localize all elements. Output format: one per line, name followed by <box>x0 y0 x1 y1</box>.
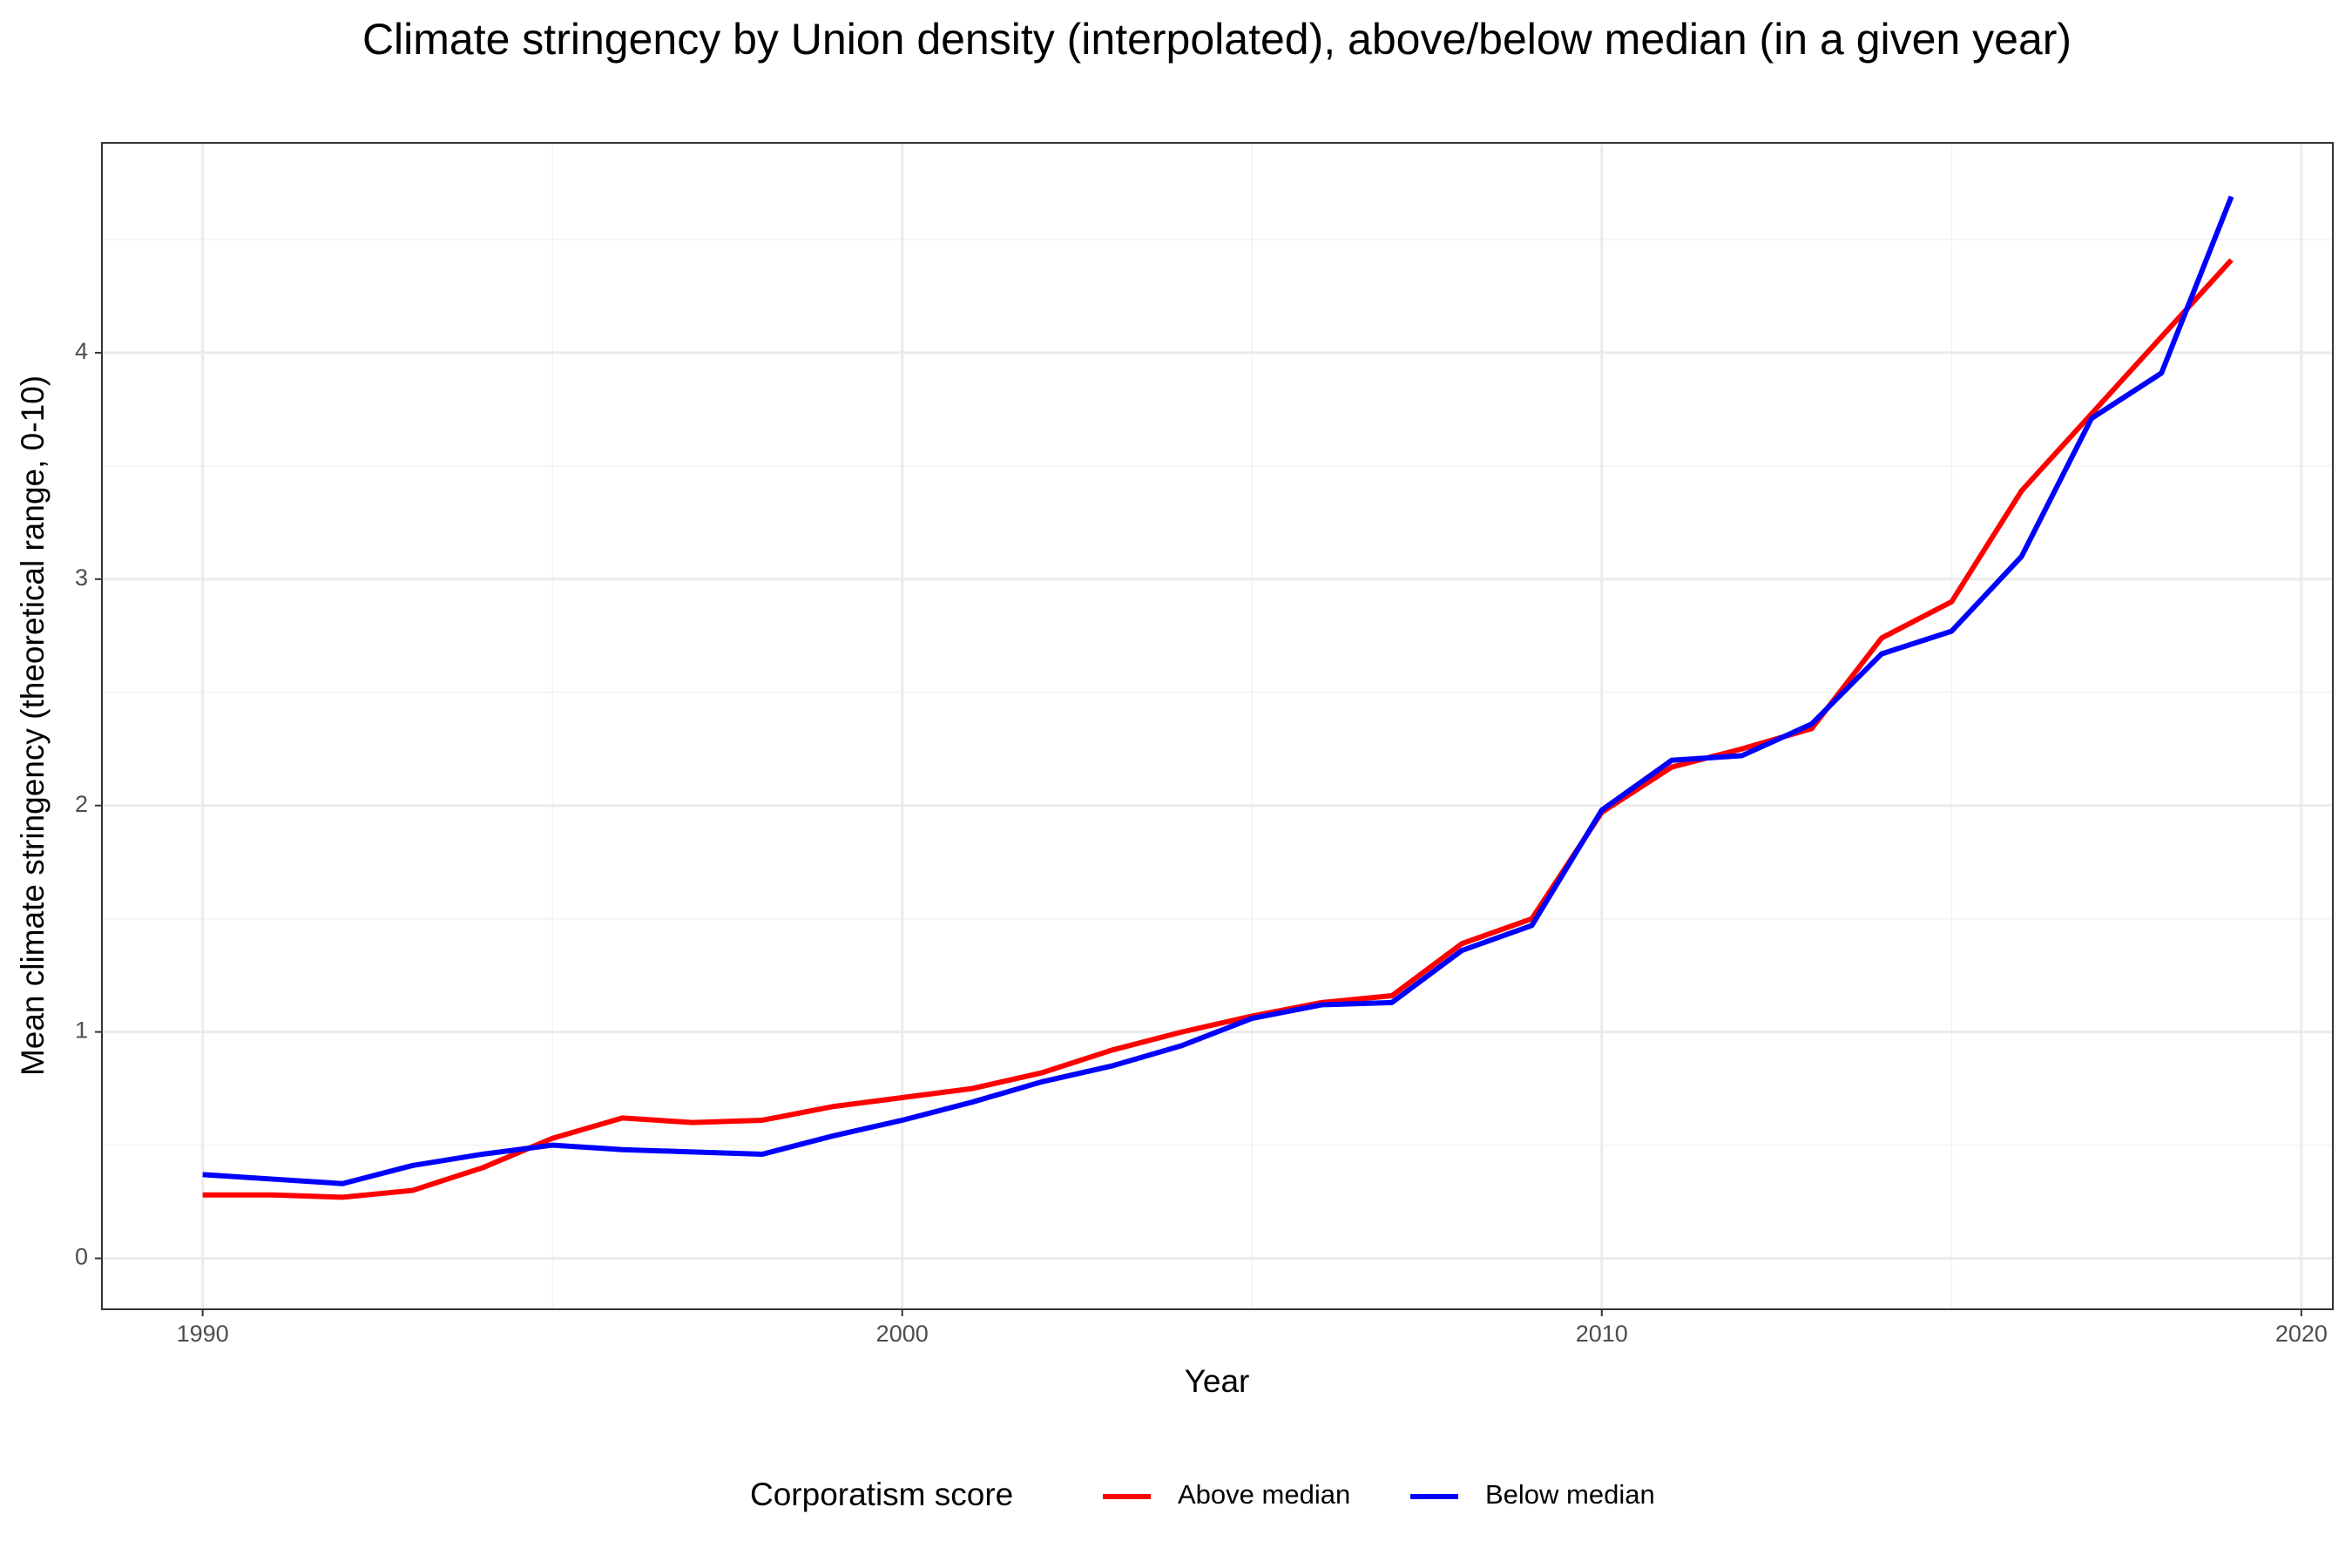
line-series <box>202 195 2234 1186</box>
chart-title: Climate stringency by Union density (int… <box>362 15 2072 64</box>
legend-label: Above median <box>1178 1479 1350 1510</box>
y-tick-label: 4 <box>75 338 88 364</box>
x-tick-label: 2010 <box>1576 1321 1628 1347</box>
plot-border <box>101 142 2334 1310</box>
y-tick-label: 3 <box>75 564 88 591</box>
y-axis-title: Mean climate stringency (theoretical ran… <box>15 375 51 1076</box>
y-tick-label: 1 <box>75 1017 88 1044</box>
x-tick-label: 1990 <box>177 1321 229 1347</box>
legend-title: Corporatism score <box>750 1477 1013 1512</box>
y-tick-label: 2 <box>75 791 88 817</box>
x-axis-title: Year <box>1185 1363 1250 1399</box>
line-series <box>202 258 2234 1200</box>
x-tick-label: 2020 <box>2275 1321 2328 1347</box>
legend-label: Below median <box>1485 1479 1655 1510</box>
x-tick-label: 2000 <box>876 1321 929 1347</box>
y-tick-label: 0 <box>75 1244 88 1270</box>
